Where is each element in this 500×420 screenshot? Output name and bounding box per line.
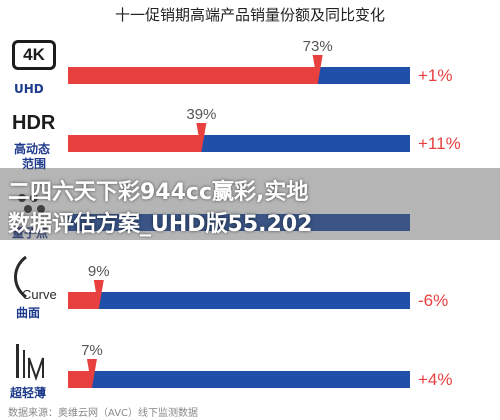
bar-share-0	[68, 67, 318, 84]
quantum-dot-icon	[18, 194, 45, 213]
category-label-curved: 曲面	[16, 306, 41, 320]
bar-total-2	[68, 214, 410, 231]
hdr-icon: HDR	[12, 112, 56, 134]
share-marker-1	[196, 123, 207, 152]
share-label-3: 9%	[88, 263, 110, 280]
banner-line-2: 数据评估方案_UHD版55.202	[8, 212, 313, 237]
watermark-banner: 二四六天下彩944cc赢彩,实地 数据评估方案_UHD版55.202	[0, 168, 500, 240]
banner-line-1: 二四六天下彩944cc赢彩,实地	[8, 180, 309, 205]
share-label-0: 73%	[303, 38, 333, 55]
category-label-ultra-slim: 超轻薄	[10, 386, 47, 400]
source-note: 数据来源：奥维云网（AVC）线下监测数据	[8, 408, 199, 419]
curved-screen-icon	[14, 255, 27, 299]
bar-total-4	[68, 371, 410, 388]
share-label-4: 7%	[81, 342, 103, 359]
curve-wordmark: Curve	[22, 287, 57, 302]
bar-share-4	[68, 371, 92, 388]
chart-title: 十一促销期高端产品销量份额及同比变化	[114, 6, 385, 24]
4k-icon: 4K	[12, 40, 56, 70]
yoy-change-3: -6%	[418, 291, 448, 310]
ultra-slim-icon	[16, 344, 44, 382]
yoy-change-4: +4%	[418, 370, 453, 389]
category-label-uhd: UHD	[14, 82, 44, 96]
category-label-quantum-dot: 量子点	[12, 226, 49, 240]
yoy-change-0: +1%	[418, 66, 453, 85]
share-label-1: 39%	[186, 106, 216, 123]
yoy-change-1: +11%	[418, 134, 461, 153]
share-marker-0	[312, 55, 323, 84]
bar-total-3	[68, 292, 410, 309]
share-marker-3	[93, 280, 104, 309]
bar-share-3	[68, 292, 99, 309]
category-label-hdr-1: 高动态	[14, 142, 51, 156]
share-marker-4	[86, 359, 97, 388]
bar-share-1	[68, 135, 202, 152]
category-label-hdr-2: 范围	[22, 157, 47, 171]
